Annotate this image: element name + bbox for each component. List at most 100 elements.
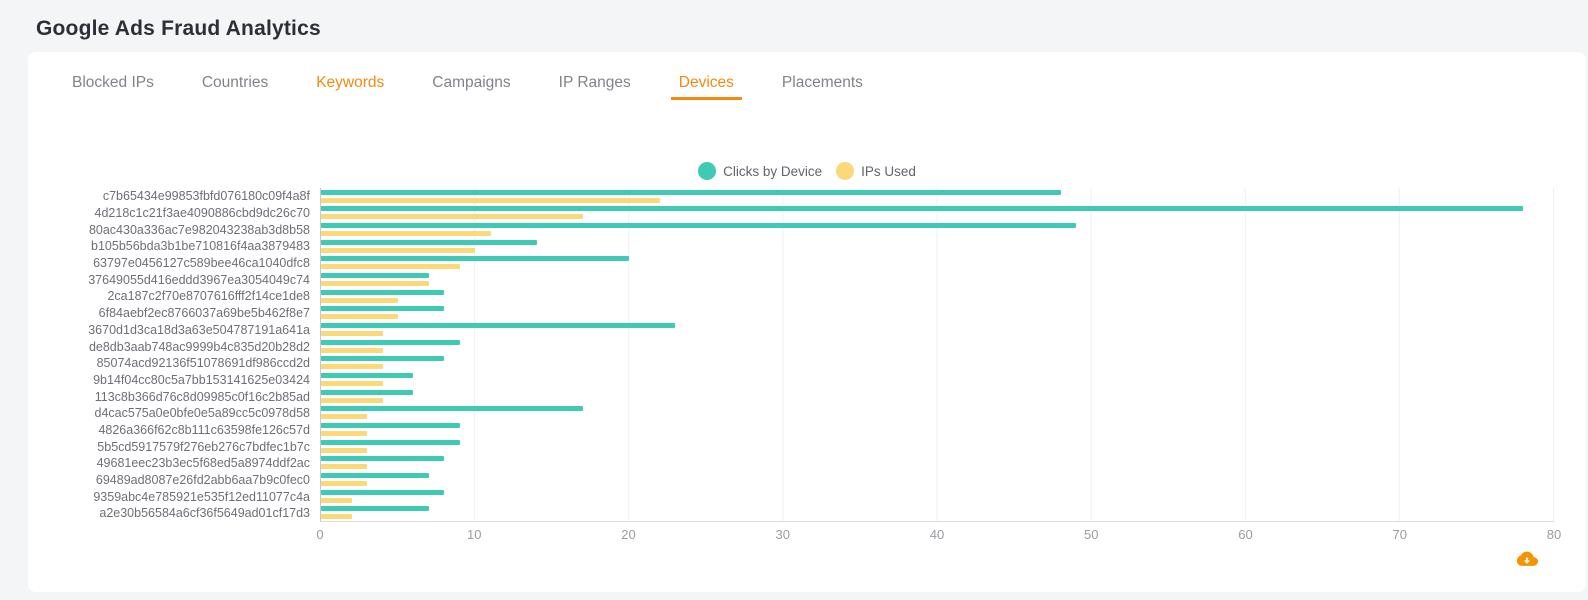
category-label: 9b14f04cc80c5a7bb153141625e03424 (93, 372, 310, 387)
clicks-bar (321, 423, 460, 429)
chart-row (321, 421, 1554, 438)
category-label: 69489ad8087e26fd2abb6aa7b9c0fec0 (95, 473, 310, 488)
legend-item[interactable]: IPs Used (836, 162, 916, 180)
category-label: d4cac575a0e0bfe0e5a89cc5c0978d58 (94, 406, 310, 421)
chart-row (321, 504, 1554, 521)
ips-used-bar (321, 447, 368, 453)
category-label: 80ac430a336ac7e982043238ab3d8b58 (88, 222, 310, 237)
chart-row (321, 388, 1554, 405)
ips-used-bar (321, 414, 368, 420)
x-tick-label: 70 (1392, 527, 1407, 542)
ips-used-bar (321, 431, 368, 437)
category-label: 85074acd92136f51078691df986ccd2d (96, 356, 310, 371)
category-label: 4826a366f62c8b111c63598fe126c57d (98, 422, 310, 437)
tab-placements[interactable]: Placements (781, 74, 863, 91)
clicks-bar (321, 389, 414, 395)
tab-ip-ranges[interactable]: IP Ranges (558, 74, 631, 91)
chart-row (321, 271, 1554, 288)
x-tick-label: 50 (1084, 527, 1099, 542)
ips-used-bar (321, 214, 583, 220)
legend-item[interactable]: Clicks by Device (698, 162, 822, 180)
chart-row (321, 221, 1554, 238)
category-label: c7b65434e99853fbfd076180c09f4a8f (102, 189, 310, 204)
clicks-bar (321, 239, 537, 245)
ips-used-bar (321, 264, 460, 270)
tab-bar: Blocked IPs Countries Keywords Campaigns IP … (28, 52, 1586, 100)
ips-used-bar (321, 297, 399, 303)
chart-row (321, 471, 1554, 488)
clicks-bar (321, 306, 445, 312)
x-tick-label: 40 (929, 527, 945, 542)
clicks-bar (321, 323, 676, 329)
category-labels: c7b65434e99853fbfd076180c09f4a8f 4d218c1c… (28, 188, 320, 522)
clicks-bar (321, 206, 1524, 212)
x-tick-label: 80 (1546, 527, 1562, 542)
clicks-bar (321, 356, 445, 362)
devices-bar-chart: c7b65434e99853fbfd076180c09f4a8f 4d218c1c… (28, 188, 1586, 522)
x-tick-label: 20 (621, 527, 636, 542)
chart-row (321, 255, 1554, 272)
ips-used-bar (321, 347, 383, 353)
legend-label: Clicks by Device (723, 163, 823, 179)
category-label: 2ca187c2f70e8707616fff2f14ce1de8 (107, 289, 310, 304)
plot-area (320, 188, 1554, 522)
category-label: 3670d1d3ca18d3a63e504787191a641a (88, 322, 310, 337)
ips-used-bar (321, 514, 352, 520)
category-label: 5b5cd5917579f276eb276c7bdfec1b7c (97, 439, 310, 454)
tab-keywords[interactable]: Keywords (316, 74, 385, 91)
legend-label: IPs Used (861, 163, 916, 179)
category-label: 6f84aebf2ec8766037a69be5b462f8e7 (98, 306, 310, 321)
chart-row (321, 355, 1554, 372)
clicks-bar (321, 439, 460, 445)
ips-used-bar (321, 247, 476, 253)
legend-dot-icon (698, 162, 717, 180)
ips-used-bar (321, 231, 491, 237)
tab-campaigns[interactable]: Campaigns (432, 74, 511, 91)
clicks-bar (321, 373, 414, 379)
ips-used-bar (321, 281, 429, 287)
category-label: 37649055d416eddd3967ea3054049c74 (88, 272, 310, 287)
page-header: Google Ads Fraud Analytics (0, 0, 1588, 52)
category-label: a2e30b56584a6cf36f5649ad01cf17d3 (99, 506, 310, 521)
legend-dot-icon (836, 162, 855, 180)
clicks-bar (321, 472, 429, 478)
clicks-bar (321, 273, 429, 279)
chart-row (321, 455, 1554, 472)
clicks-bar (321, 256, 630, 262)
card-footer (1516, 548, 1538, 570)
chart-row (321, 238, 1554, 255)
category-label: 113c8b366d76c8d09985c0f16c2b85ad (94, 389, 310, 404)
x-tick-label: 60 (1238, 527, 1253, 542)
analytics-card: Blocked IPs Countries Keywords Campaigns IP … (28, 52, 1586, 592)
x-axis: 0 10 20 30 40 50 60 70 80 (316, 527, 1561, 543)
ips-used-bar (321, 364, 383, 370)
chart-row (321, 205, 1554, 222)
ips-used-bar (321, 197, 661, 203)
ips-used-bar (321, 381, 383, 387)
clicks-bar (321, 289, 445, 295)
page-title: Google Ads Fraud Analytics (36, 17, 321, 40)
clicks-bar (321, 456, 445, 462)
category-label: 63797e0456127c589bee46ca1040dfc8 (93, 256, 310, 271)
category-label: 9359abc4e785921e535f12ed11077c4a (93, 489, 310, 504)
tab-blocked-ips[interactable]: Blocked IPs (72, 74, 154, 91)
category-label: 4d218c1c21f3ae4090886cbd9dc26c70 (94, 206, 310, 221)
chart-row (321, 371, 1554, 388)
chart-legend: Clicks by Device IPs Used (28, 160, 1586, 182)
chart-row (321, 405, 1554, 422)
chart-row (321, 288, 1554, 305)
tab-devices[interactable]: Devices (670, 66, 742, 100)
clicks-bar (321, 189, 1061, 195)
clicks-bar (321, 406, 583, 412)
category-label: b105b56bda3b1be710816f4aa3879483 (91, 239, 310, 254)
chart-row (321, 488, 1554, 505)
clicks-bar (321, 489, 445, 495)
chart-row (321, 438, 1554, 455)
category-label: de8db3aab748ac9999b4c835d20b28d2 (88, 339, 310, 354)
ips-used-bar (321, 464, 368, 470)
x-tick-label: 0 (316, 527, 324, 542)
cloud-download-icon[interactable] (1516, 548, 1538, 570)
tab-countries[interactable]: Countries (201, 74, 269, 91)
x-tick-label: 30 (775, 527, 790, 542)
ips-used-bar (321, 331, 383, 337)
